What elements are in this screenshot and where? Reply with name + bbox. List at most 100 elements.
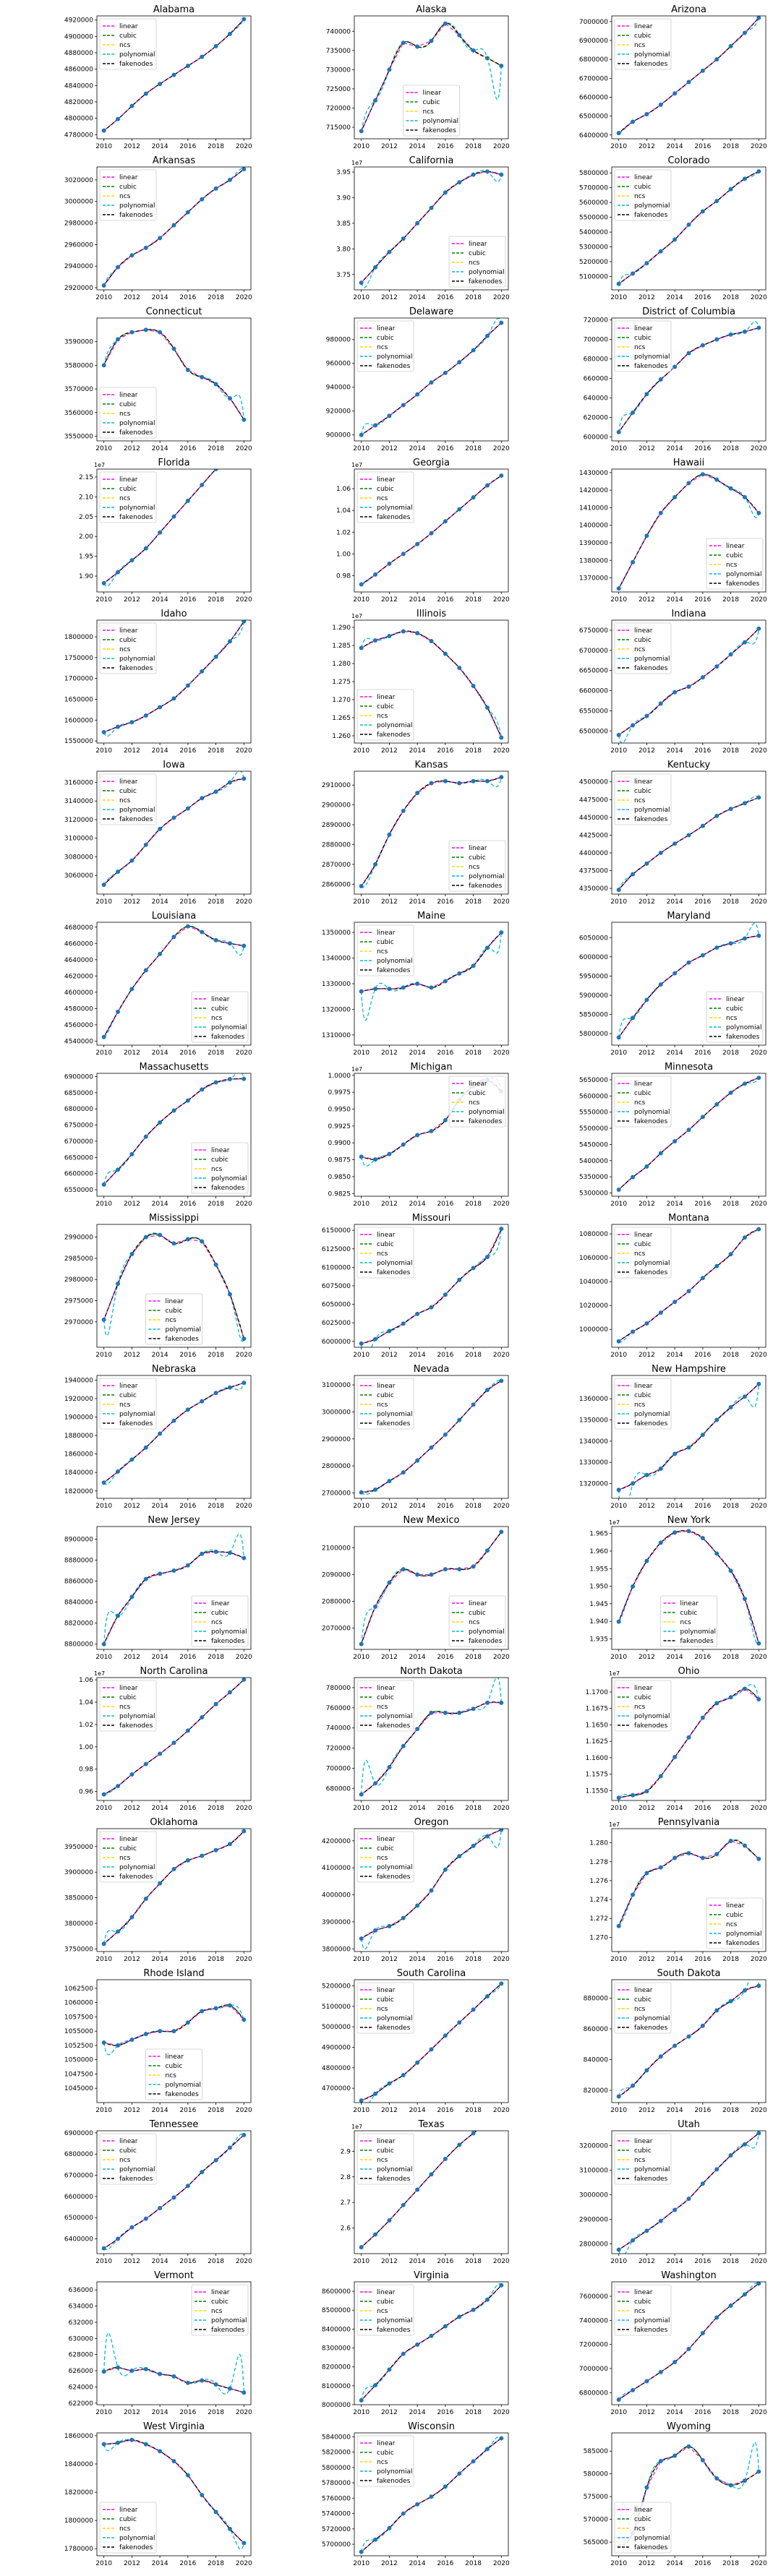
legend-label-polynomial: polynomial xyxy=(634,202,670,210)
data-point xyxy=(387,1479,392,1484)
data-point xyxy=(457,666,462,670)
y-tick-label: 6400000 xyxy=(64,2236,93,2243)
data-point xyxy=(742,1988,747,1993)
x-tick-label: 2016 xyxy=(179,747,196,755)
chart-title: Louisiana xyxy=(152,911,196,922)
chart-svg: Arkansas29200002940000296000029800003000… xyxy=(64,155,252,301)
legend-label-polynomial: polynomial xyxy=(377,1864,413,1871)
chart-panel: Rhode Island 1045000 1047500 1050000 1052500… xyxy=(7,1964,259,2115)
y-tick-label: 5400000 xyxy=(579,1158,608,1165)
data-point xyxy=(171,696,176,701)
legend-label-linear: linear xyxy=(377,1232,396,1239)
data-point xyxy=(185,1858,190,1863)
series-linear xyxy=(361,1702,502,1795)
legend-label-polynomial: polynomial xyxy=(377,2015,413,2022)
y-tick-label: 6025000 xyxy=(322,1320,351,1327)
data-point xyxy=(158,530,163,535)
data-point xyxy=(129,1151,134,1156)
y-tick-label: 5200000 xyxy=(579,259,608,266)
legend-label-cubic: cubic xyxy=(634,1090,652,1097)
chart-panel: West Virginia 1780000 1800000 1820000 184000… xyxy=(7,2417,259,2568)
legend-label-ncs: ncs xyxy=(377,2459,388,2466)
axis-offset-label: 1e7 xyxy=(351,2124,362,2130)
y-tick-label: 5100000 xyxy=(322,2004,351,2011)
data-point xyxy=(672,2043,678,2048)
data-point xyxy=(714,945,719,950)
data-point xyxy=(457,1710,462,1715)
data-point xyxy=(429,380,434,385)
x-tick-label: 2020 xyxy=(236,2258,252,2265)
y-tick-label: 4560000 xyxy=(64,1022,93,1029)
y-tick-label: 5900000 xyxy=(579,992,608,1000)
y-tick-label: 1.00 xyxy=(79,1744,93,1751)
chart-svg: Washington680000070000007200000740000076… xyxy=(579,2270,767,2416)
legend-label-ncs: ncs xyxy=(377,1250,388,1258)
x-tick-label: 2010 xyxy=(610,445,627,452)
legend-label-fakenodes: fakenodes xyxy=(634,1269,668,1276)
data-point xyxy=(242,1555,247,1560)
legend-label-polynomial: polynomial xyxy=(211,1024,247,1031)
data-point xyxy=(471,2307,476,2312)
data-point xyxy=(101,730,106,735)
data-point xyxy=(644,2228,649,2233)
legend-label-fakenodes: fakenodes xyxy=(634,1420,668,1427)
y-tick-label: 8000000 xyxy=(322,2402,351,2409)
x-tick-label: 2018 xyxy=(208,1503,224,1510)
data-point xyxy=(200,1239,205,1244)
data-point xyxy=(728,1998,733,2004)
legend-label-linear: linear xyxy=(726,1902,745,1910)
chart-title: North Dakota xyxy=(400,1666,463,1677)
y-tick-label: 580000 xyxy=(584,2471,609,2478)
data-point xyxy=(484,705,490,710)
data-point xyxy=(471,1843,476,1848)
data-point xyxy=(129,558,134,563)
y-tick-label: 1.1675 xyxy=(586,1706,609,1713)
legend-label-cubic: cubic xyxy=(726,1912,743,1919)
data-point xyxy=(644,1321,649,1326)
data-point xyxy=(658,2369,663,2374)
data-point xyxy=(387,1765,392,1770)
legend-box xyxy=(448,1076,506,1128)
data-point xyxy=(227,1292,232,1297)
legend-box xyxy=(191,2284,249,2336)
chart-title: Pennsylvania xyxy=(658,1817,719,1828)
y-tick-label: 2860000 xyxy=(322,881,351,888)
y-tick-label: 5300000 xyxy=(579,244,608,252)
x-tick-label: 2016 xyxy=(179,143,196,150)
data-point xyxy=(185,1237,190,1242)
x-tick-label: 2016 xyxy=(694,1956,711,1963)
plot-frame xyxy=(96,317,252,442)
data-point xyxy=(672,1855,678,1860)
y-tick-label: 1.06 xyxy=(336,486,351,493)
x-tick-label: 2010 xyxy=(610,294,627,301)
legend-label-polynomial: polynomial xyxy=(377,1260,413,1267)
series-fakenodes xyxy=(618,797,759,890)
chart-svg: South Dakota8200008400008600008800002010… xyxy=(584,1968,767,2114)
data-point xyxy=(686,2444,691,2449)
data-point xyxy=(227,1385,232,1390)
legend-box xyxy=(614,622,672,674)
data-point xyxy=(728,43,733,48)
legend-label-cubic: cubic xyxy=(377,1392,394,1399)
data-point xyxy=(359,129,364,134)
legend-label-linear: linear xyxy=(119,627,138,635)
legend-label-polynomial: polynomial xyxy=(119,202,155,210)
legend-label-fakenodes: fakenodes xyxy=(680,1638,714,1645)
data-point xyxy=(756,2469,761,2474)
x-tick-label: 2014 xyxy=(152,898,168,906)
x-tick-label: 2016 xyxy=(694,445,711,452)
x-tick-label: 2018 xyxy=(208,445,224,452)
y-tick-label: 1.04 xyxy=(79,1699,93,1706)
chart-svg: North Dakota6800007000007200007400007600… xyxy=(326,1666,510,1812)
plot-frame xyxy=(611,2281,766,2405)
data-point xyxy=(644,533,649,538)
x-tick-label: 2018 xyxy=(722,445,739,452)
x-tick-label: 2014 xyxy=(152,143,168,150)
data-point xyxy=(443,2324,448,2329)
series-polynomial xyxy=(618,1383,759,1498)
y-tick-label: 2880000 xyxy=(322,841,351,849)
x-tick-label: 2020 xyxy=(236,143,252,150)
x-tick-label: 2018 xyxy=(208,1956,224,1963)
